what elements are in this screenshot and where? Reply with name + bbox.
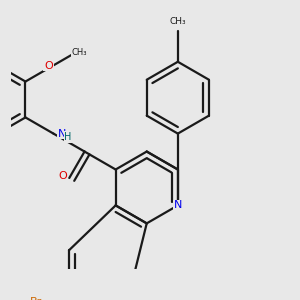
Text: H: H [64,132,72,142]
Text: N: N [58,129,67,139]
Text: O: O [58,171,67,181]
Text: Br: Br [30,297,42,300]
Text: CH₃: CH₃ [72,48,87,57]
Text: N: N [174,200,182,210]
Text: O: O [44,61,53,70]
Text: CH₃: CH₃ [169,17,186,26]
